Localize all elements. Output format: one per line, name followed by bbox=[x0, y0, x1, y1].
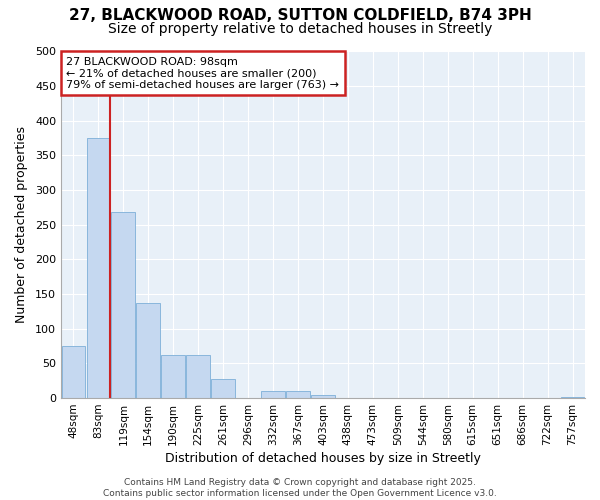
Bar bbox=[136, 303, 160, 398]
Bar bbox=[311, 394, 335, 398]
Text: Contains HM Land Registry data © Crown copyright and database right 2025.
Contai: Contains HM Land Registry data © Crown c… bbox=[103, 478, 497, 498]
Bar bbox=[286, 391, 310, 398]
X-axis label: Distribution of detached houses by size in Streetly: Distribution of detached houses by size … bbox=[165, 452, 481, 465]
Bar bbox=[62, 346, 85, 398]
Bar bbox=[187, 355, 210, 398]
Bar bbox=[112, 212, 135, 398]
Bar bbox=[261, 391, 285, 398]
Bar bbox=[86, 138, 110, 398]
Text: Size of property relative to detached houses in Streetly: Size of property relative to detached ho… bbox=[108, 22, 492, 36]
Y-axis label: Number of detached properties: Number of detached properties bbox=[15, 126, 28, 324]
Bar bbox=[161, 355, 185, 398]
Text: 27, BLACKWOOD ROAD, SUTTON COLDFIELD, B74 3PH: 27, BLACKWOOD ROAD, SUTTON COLDFIELD, B7… bbox=[68, 8, 532, 22]
Bar bbox=[560, 396, 584, 398]
Bar bbox=[211, 378, 235, 398]
Text: 27 BLACKWOOD ROAD: 98sqm
← 21% of detached houses are smaller (200)
79% of semi-: 27 BLACKWOOD ROAD: 98sqm ← 21% of detach… bbox=[66, 56, 339, 90]
